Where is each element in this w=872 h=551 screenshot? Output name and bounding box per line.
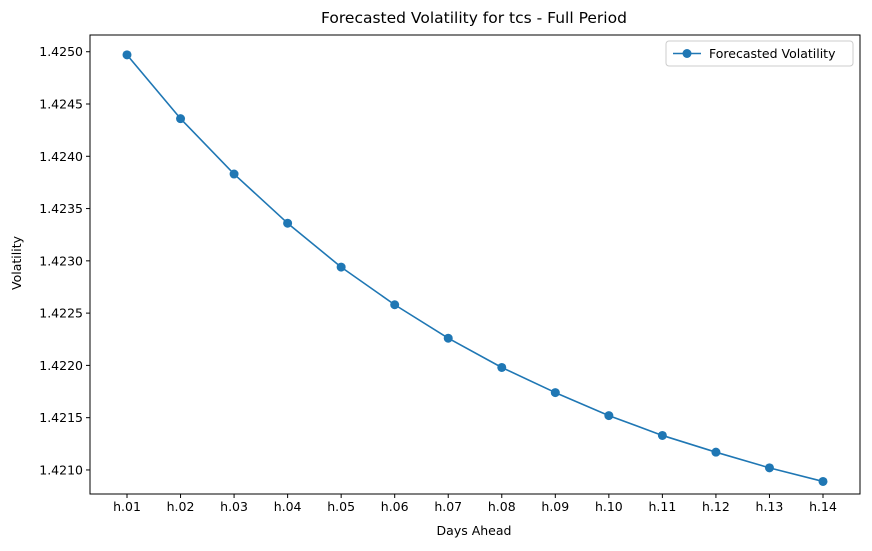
legend-label: Forecasted Volatility	[709, 46, 836, 61]
data-point	[604, 411, 614, 421]
data-point	[550, 388, 560, 398]
y-tick-label: 1.4230	[39, 253, 83, 268]
data-point	[283, 218, 293, 228]
x-tick-label: h.02	[167, 499, 195, 514]
x-tick-label: h.03	[220, 499, 248, 514]
x-axis-label: Days Ahead	[437, 523, 512, 538]
legend-marker-icon	[682, 49, 692, 58]
x-tick-label: h.07	[434, 499, 462, 514]
legend: Forecasted Volatility	[665, 40, 854, 67]
y-tick-label: 1.4245	[39, 97, 83, 112]
data-point	[657, 430, 667, 440]
legend-box	[665, 40, 854, 67]
y-tick-label: 1.4240	[39, 149, 83, 164]
y-axis-label: Volatility	[9, 235, 24, 290]
x-tick-label: h.01	[113, 499, 141, 514]
x-tick-label: h.04	[274, 499, 302, 514]
x-tick-label: h.13	[756, 499, 784, 514]
data-point	[176, 114, 186, 124]
data-point	[390, 300, 400, 310]
x-tick-label: h.10	[595, 499, 623, 514]
data-point	[497, 362, 507, 372]
chart-title: Forecasted Volatility for tcs - Full Per…	[321, 9, 627, 27]
data-point	[122, 50, 132, 60]
data-point	[229, 169, 239, 179]
x-tick-label: h.09	[541, 499, 569, 514]
x-tick-label: h.14	[809, 499, 837, 514]
data-point	[711, 447, 721, 457]
plot-area-frame	[89, 34, 861, 495]
y-tick-label: 1.4250	[39, 44, 83, 59]
y-tick-label: 1.4215	[39, 410, 83, 425]
y-tick-label: 1.4210	[39, 462, 83, 477]
x-tick-label: h.06	[381, 499, 409, 514]
x-tick-label: h.08	[488, 499, 516, 514]
data-point	[764, 463, 774, 473]
x-tick-label: h.12	[702, 499, 730, 514]
x-tick-label: h.05	[327, 499, 355, 514]
series-line	[126, 54, 824, 483]
y-tick-label: 1.4220	[39, 358, 83, 373]
data-point	[336, 262, 346, 272]
data-point	[443, 333, 453, 343]
y-tick-label: 1.4225	[39, 306, 83, 321]
data-point	[818, 476, 828, 486]
y-tick-label: 1.4235	[39, 201, 83, 216]
x-tick-label: h.11	[648, 499, 676, 514]
